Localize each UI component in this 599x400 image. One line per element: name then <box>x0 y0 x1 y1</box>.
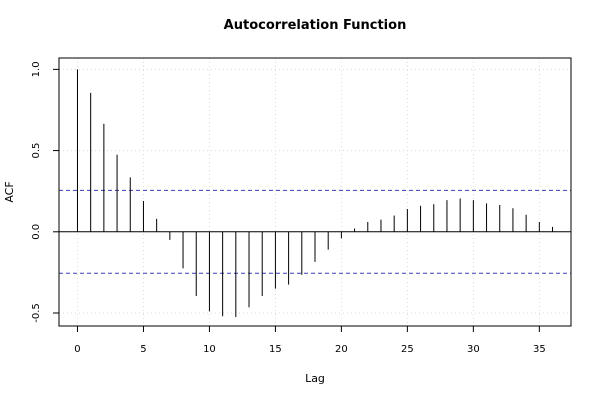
chart-title: Autocorrelation Function <box>224 18 407 33</box>
x-tick-label: 35 <box>533 344 546 355</box>
confidence-bounds <box>59 189 571 274</box>
y-tick-label: 0.5 <box>31 143 42 159</box>
y-tick-label: 0.0 <box>31 224 42 240</box>
grid-lines <box>59 58 571 326</box>
x-tick-label: 30 <box>467 344 480 355</box>
x-tick-label: 25 <box>401 344 414 355</box>
x-tick-label: 20 <box>335 344 348 355</box>
x-axis: 0 5 10 15 20 25 30 35 <box>74 326 546 355</box>
x-tick-label: 15 <box>269 344 282 355</box>
x-tick-label: 10 <box>203 344 216 355</box>
y-tick-label: -0.5 <box>31 303 42 323</box>
y-axis-label: ACF <box>3 181 16 202</box>
x-tick-label: 5 <box>140 344 146 355</box>
y-tick-label: 1.0 <box>31 61 42 77</box>
y-axis: -0.5 0.0 0.5 1.0 <box>31 61 59 323</box>
acf-bars <box>76 69 554 318</box>
plot-frame <box>58 57 572 327</box>
x-axis-label: Lag <box>305 372 325 385</box>
x-tick-label: 0 <box>74 344 80 355</box>
